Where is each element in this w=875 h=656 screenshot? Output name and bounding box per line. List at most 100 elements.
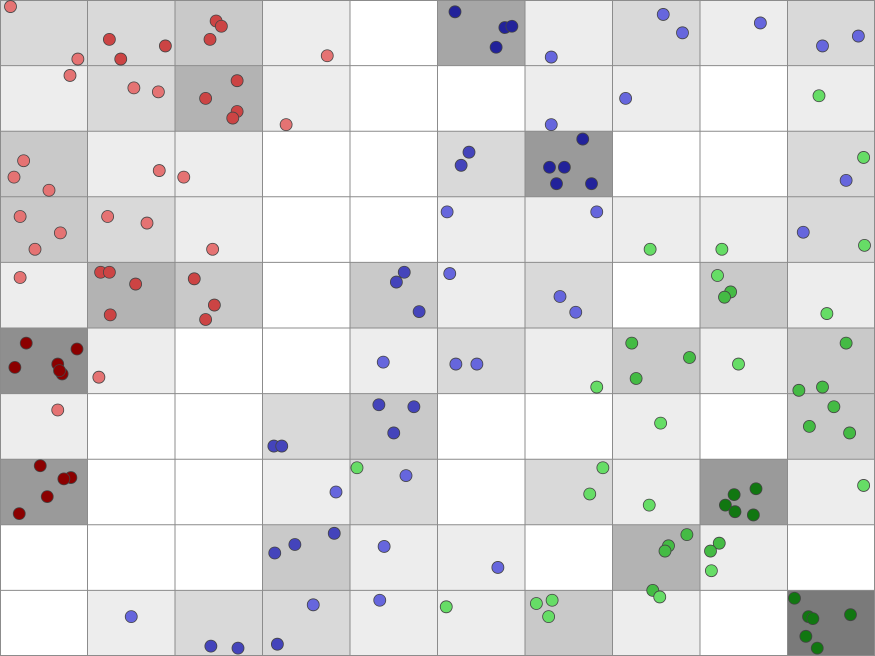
scatter-point-series-3 (802, 419, 816, 433)
scatter-point-series-1 (279, 118, 293, 132)
scatter-point-series-3 (727, 488, 741, 502)
scatter-point-series-1 (4, 0, 17, 13)
scatter-point-series-2 (288, 538, 302, 551)
scatter-point-series-3 (704, 544, 717, 558)
scatter-point-series-3 (857, 479, 871, 492)
scatter-point-series-2 (491, 561, 505, 574)
grid-cell (350, 393, 438, 460)
scatter-point-series-2 (656, 8, 670, 21)
scatter-point-series-3 (658, 544, 672, 558)
grid-cell (437, 65, 525, 132)
scatter-point-series-3 (625, 336, 639, 350)
grid-cell (262, 0, 350, 66)
scatter-point-series-2 (505, 19, 519, 33)
grid-cell (87, 524, 175, 591)
scatter-point-series-3 (680, 528, 694, 542)
grid-cell (175, 131, 263, 197)
scatter-point-series-2 (462, 145, 476, 159)
grid-cell (437, 459, 525, 525)
grid-cell (700, 0, 788, 66)
grid-cell (437, 393, 525, 460)
grid-cell (700, 524, 788, 591)
scatter-point-series-2 (412, 305, 426, 319)
scatter-point-series-2 (448, 5, 462, 19)
scatter-point-series-1 (51, 403, 65, 417)
grid-cell (612, 262, 700, 328)
grid-cell (350, 196, 438, 263)
scatter-point-series-1 (19, 336, 33, 350)
grid-cell (612, 459, 700, 525)
scatter-point-series-2 (204, 639, 218, 653)
scatter-point-series-2 (275, 439, 289, 453)
scatter-point-series-3 (654, 416, 668, 430)
scatter-point-series-2 (753, 16, 767, 30)
scatter-point-series-1 (226, 111, 240, 125)
scatter-point-series-3 (732, 357, 745, 371)
scatter-point-series-1 (12, 507, 26, 521)
scatter-point-series-1 (203, 32, 217, 46)
grid-cell (87, 393, 175, 460)
scatter-point-series-3 (810, 641, 824, 655)
scatter-point-series-2 (389, 275, 403, 289)
scatter-point-series-2 (377, 540, 391, 553)
scatter-points (4, 0, 871, 655)
scatter-point-series-3 (820, 307, 834, 320)
grid-cell (787, 459, 875, 525)
scatter-point-series-2 (387, 426, 401, 440)
scatter-point-series-3 (529, 597, 543, 610)
scatter-point-series-1 (13, 271, 27, 284)
grid-cell (437, 196, 525, 263)
scatter-point-series-3 (683, 351, 696, 364)
scatter-point-series-2 (557, 160, 571, 174)
scatter-point-series-1 (207, 298, 221, 312)
scatter-point-series-1 (7, 170, 21, 184)
scatter-point-series-2 (376, 355, 390, 369)
grid-cell (525, 393, 613, 460)
grid-cell (262, 328, 350, 394)
scatter-point-series-2 (816, 39, 829, 53)
grid-cell (350, 131, 438, 197)
scatter-point-series-2 (470, 357, 484, 371)
scatter-point-series-2 (399, 469, 413, 483)
scatter-point-series-2 (619, 92, 633, 105)
scatter-point-series-3 (350, 461, 364, 475)
grid-cell (0, 590, 88, 656)
scatter-point-series-2 (440, 205, 454, 219)
scatter-point-series-1 (28, 242, 42, 256)
grid-cell (262, 65, 350, 132)
grid-cell (612, 196, 700, 263)
scatter-point-series-2 (550, 177, 563, 191)
scatter-point-series-3 (712, 536, 726, 550)
scatter-point-series-1 (151, 85, 165, 99)
grid-cell (700, 131, 788, 197)
scatter-point-series-2 (544, 118, 558, 132)
scatter-point-series-2 (851, 29, 865, 43)
grid-cell (612, 131, 700, 197)
scatter-point-series-1 (206, 242, 220, 256)
scatter-point-series-2 (544, 50, 558, 64)
grid-cell (700, 196, 788, 263)
scatter-point-series-1 (103, 308, 117, 322)
scatter-point-series-1 (71, 52, 85, 66)
scatter-point-series-2 (270, 637, 284, 651)
scatter-point-series-1 (114, 52, 128, 66)
scatter-point-series-1 (33, 459, 47, 473)
scatter-point-series-1 (177, 170, 191, 184)
grid-cell (0, 262, 88, 328)
grid-cell (0, 524, 88, 591)
scatter-point-series-1 (140, 216, 154, 230)
grid-cell (175, 524, 263, 591)
scatter-point-series-3 (653, 590, 667, 604)
grid-cell (175, 196, 263, 263)
scatter-point-series-3 (843, 426, 857, 440)
scatter-point-series-2 (576, 132, 590, 146)
grid-cell (350, 328, 438, 394)
scatter-point-series-3 (629, 372, 643, 385)
grid-cell (0, 196, 88, 263)
scatter-point-series-3 (590, 380, 604, 394)
grid-cell (350, 590, 438, 656)
grid-cell (350, 262, 438, 328)
scatter-point-series-1 (42, 183, 56, 197)
grid-cell (87, 328, 175, 394)
scatter-point-series-3 (596, 461, 610, 475)
